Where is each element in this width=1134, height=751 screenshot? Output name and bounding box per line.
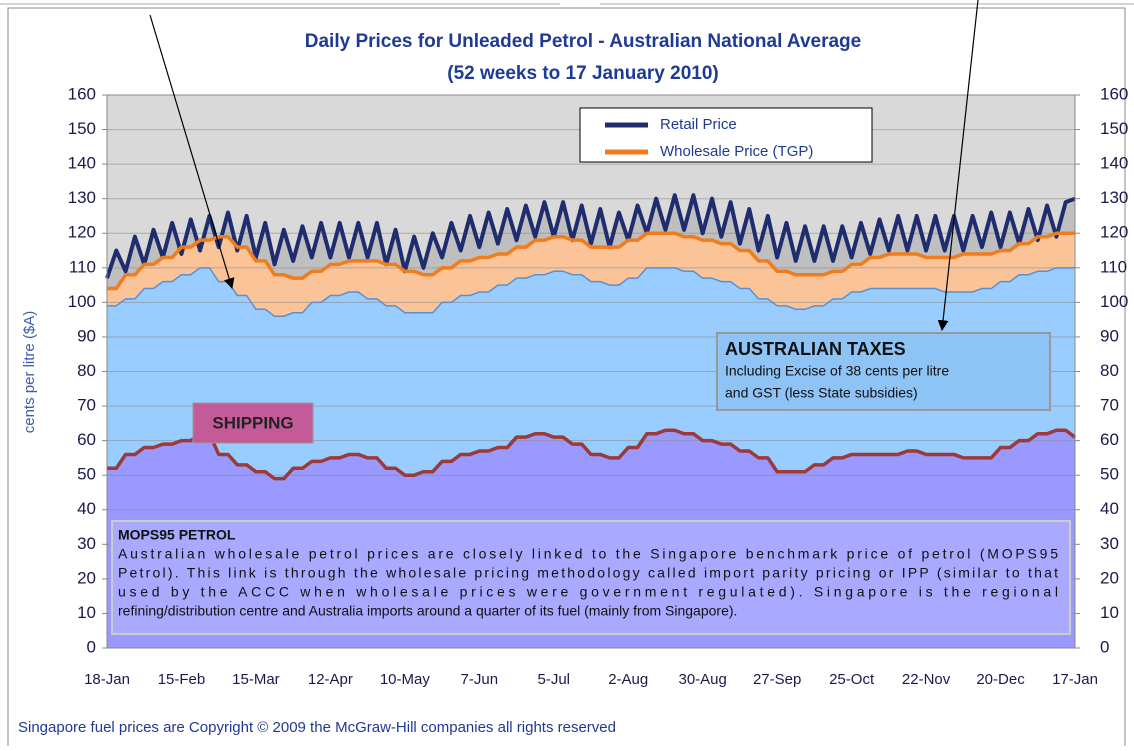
y2-tick-label: 150 xyxy=(1100,119,1128,138)
chart-subtitle: (52 weeks to 17 January 2010) xyxy=(447,63,718,84)
x-tick-label: 27-Sep xyxy=(753,671,801,688)
x-tick-label: 22-Nov xyxy=(902,671,951,688)
x-tick-label: 17-Jan xyxy=(1052,671,1098,688)
y2-tick-label: 60 xyxy=(1100,430,1119,449)
mops-text: refining/distribution centre and Austral… xyxy=(118,603,737,619)
x-tick-label: 18-Jan xyxy=(84,671,130,688)
arrow xyxy=(149,14,235,290)
y-tick-label: 10 xyxy=(77,603,96,622)
mops-text: Australian wholesale petrol prices are c… xyxy=(118,546,1058,562)
x-tick-label: 25-Oct xyxy=(829,671,875,688)
y-tick-label: 70 xyxy=(77,396,96,415)
taxes-box xyxy=(716,332,1051,411)
shipping-box xyxy=(192,402,314,444)
y-tick-label: 160 xyxy=(68,84,96,103)
y2-tick-label: 30 xyxy=(1100,534,1119,553)
mops-title: MOPS95 PETROL xyxy=(118,527,236,543)
y2-tick-label: 100 xyxy=(1100,292,1128,311)
x-tick-label: 7-Jun xyxy=(461,671,499,688)
y2-tick-label: 70 xyxy=(1100,396,1119,415)
y2-tick-label: 130 xyxy=(1100,188,1128,207)
arrow xyxy=(937,0,979,332)
y-tick-label: 80 xyxy=(77,361,96,380)
y-tick-label: 50 xyxy=(77,465,96,484)
y-axis-label: cents per litre ($A) xyxy=(21,311,38,434)
y-tick-label: 150 xyxy=(68,119,96,138)
series-line xyxy=(105,193,1076,279)
taxes-title: AUSTRALIAN TAXES xyxy=(725,339,906,359)
series-line xyxy=(107,428,1077,481)
x-tick-label: 12-Apr xyxy=(308,671,353,688)
x-tick-label: 5-Jul xyxy=(538,671,571,688)
x-tick-label: 20-Dec xyxy=(976,671,1025,688)
x-tick-label: 15-Feb xyxy=(158,671,206,688)
legend-label: Retail Price xyxy=(660,116,737,133)
mops-text: Petrol). This link is through the wholes… xyxy=(118,565,1058,581)
y2-tick-label: 20 xyxy=(1100,568,1119,587)
y2-tick-label: 80 xyxy=(1100,361,1119,380)
y-tick-label: 30 xyxy=(77,534,96,553)
y-tick-label: 60 xyxy=(77,430,96,449)
y2-tick-label: 10 xyxy=(1100,603,1119,622)
y2-tick-label: 110 xyxy=(1100,257,1127,276)
y-tick-label: 90 xyxy=(77,326,96,345)
y2-tick-label: 50 xyxy=(1100,465,1119,484)
y-tick-label: 140 xyxy=(68,154,96,173)
y2-tick-label: 120 xyxy=(1100,223,1128,242)
taxes-text: Including Excise of 38 cents per litre xyxy=(725,363,949,379)
y2-tick-label: 160 xyxy=(1100,84,1128,103)
x-tick-label: 10-May xyxy=(380,671,431,688)
chart-title: Daily Prices for Unleaded Petrol - Austr… xyxy=(305,31,861,52)
y2-tick-label: 140 xyxy=(1100,154,1128,173)
legend-label: Wholesale Price (TGP) xyxy=(660,143,813,160)
y-tick-label: 20 xyxy=(77,568,96,587)
y-tick-label: 0 xyxy=(87,637,96,656)
series-line xyxy=(107,231,1075,291)
y2-tick-label: 40 xyxy=(1100,499,1119,518)
y-tick-label: 100 xyxy=(68,292,96,311)
y2-tick-label: 0 xyxy=(1100,637,1109,656)
x-tick-label: 2-Aug xyxy=(608,671,648,688)
taxes-text: and GST (less State subsidies) xyxy=(725,385,918,401)
x-tick-label: 30-Aug xyxy=(679,671,727,688)
y-tick-label: 40 xyxy=(77,499,96,518)
y-tick-label: 130 xyxy=(68,188,96,207)
y2-tick-label: 90 xyxy=(1100,326,1119,345)
series-line xyxy=(107,267,1075,317)
mops-box xyxy=(111,520,1071,635)
shipping-label: SHIPPING xyxy=(212,413,293,432)
y-tick-label: 110 xyxy=(69,257,96,276)
x-tick-label: 15-Mar xyxy=(232,671,280,688)
y-tick-label: 120 xyxy=(68,223,96,242)
footer: Singapore fuel prices are Copyright © 20… xyxy=(18,719,616,736)
